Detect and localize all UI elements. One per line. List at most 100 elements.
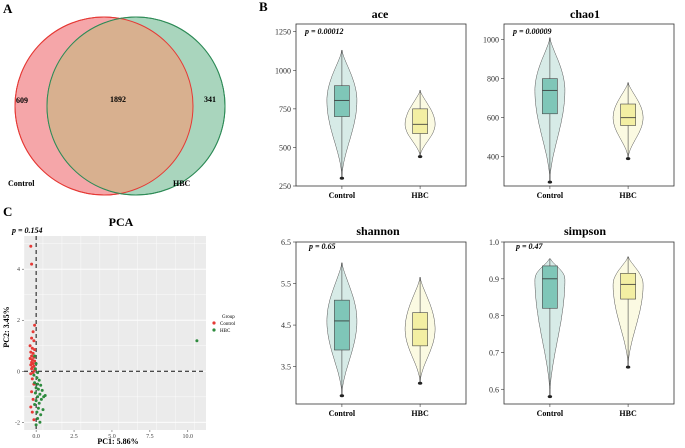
violin-frame [295, 241, 467, 405]
y-tick-label: 3.5 [281, 363, 291, 372]
pca-point-control [28, 357, 32, 360]
pca-point-control [30, 367, 34, 371]
y-tick-label: 600 [487, 114, 499, 123]
pca-point-control [31, 351, 35, 355]
pca-point-hbc [36, 382, 40, 386]
violin-box-hbc [620, 103, 636, 126]
pca-x-tick-label: 7.5 [146, 434, 154, 440]
pca-point-control [31, 362, 35, 366]
violin-title-chao1: chao1 [570, 7, 600, 21]
panel-label-c: C [3, 204, 12, 219]
pca-x-tick-label: 5.0 [108, 434, 116, 440]
pca-point-hbc [32, 373, 36, 377]
venn-label-hbc: HBC [173, 179, 191, 188]
violin-panel-simpson: 0.6 0.7 0.8 0.9 1.0 Control HBC simpson p = 0.47 [489, 224, 675, 418]
pca-y-tick-label: 0 [17, 369, 20, 375]
pca-point-hbc [38, 420, 42, 424]
violin-title-shannon: shannon [356, 224, 400, 238]
violin-panel-ace: 250 500 750 1000 1250 Control HBC ace p = 0.0001… [275, 7, 467, 200]
venn-edge-control [14, 16, 194, 196]
y-tick-label: 0.6 [489, 385, 499, 394]
pca-point-control [29, 405, 33, 409]
pca-point-control [29, 363, 33, 367]
violin-panel-chao1: 400 600 800 1000 Control HBC chao1 p = 0.00009 [483, 7, 675, 200]
y-tick-label: 750 [279, 105, 291, 114]
violin-pvalue-simpson: p = 0.47 [515, 242, 544, 251]
pca-point-control [33, 323, 37, 327]
violin-outlier-control [547, 395, 553, 399]
x-tick-label: HBC [411, 409, 429, 418]
pca-point-hbc [36, 387, 40, 391]
pca-point-control [30, 354, 34, 358]
pca-point-hbc [39, 413, 43, 417]
pca-legend: Group Control HBC [212, 315, 236, 334]
venn-diagram [14, 16, 226, 196]
violin-title-simpson: simpson [564, 224, 606, 238]
x-tick-label: HBC [411, 191, 429, 200]
venn-intersection: 1892 [110, 95, 126, 104]
pca-point-control [28, 344, 32, 348]
violin-title-ace: ace [372, 7, 389, 21]
pca-point-control [30, 377, 34, 381]
violin-outlier-hbc [625, 365, 631, 369]
pca-point-hbc [41, 408, 45, 412]
pca-ylabel: PC2: 3.45% [2, 306, 11, 347]
venn-unique-hbc: 341 [204, 95, 216, 104]
pca-point-control [33, 348, 37, 352]
y-tick-label: 6.5 [281, 238, 291, 247]
pca-point-hbc [37, 378, 41, 382]
pca-point-hbc [195, 339, 199, 343]
pca-x-tick-label: 10.0 [183, 434, 194, 440]
pca-point-hbc [39, 383, 43, 387]
violin-frame [295, 23, 467, 187]
pca-point-hbc [34, 399, 38, 403]
x-tick-label: Control [537, 191, 564, 200]
y-tick-label: 0.7 [489, 348, 499, 357]
x-tick-label: Control [537, 409, 564, 418]
pca-point-hbc [35, 410, 39, 414]
pca-point-hbc [33, 354, 37, 358]
y-tick-label: 0.9 [489, 275, 499, 284]
y-tick-label: 5.5 [281, 280, 291, 289]
violin-outlier-control [339, 176, 345, 180]
pca-legend-control-marker [212, 321, 216, 325]
violin-outlier-hbc [417, 155, 423, 159]
x-tick-label: HBC [619, 191, 637, 200]
violin-outlier-control [547, 180, 553, 184]
x-tick-label: Control [329, 191, 356, 200]
pca-point-control [32, 339, 36, 343]
violin-outlier-hbc [417, 381, 423, 385]
panel-label-b: B [259, 0, 268, 14]
y-tick-label: 1000 [275, 66, 291, 75]
venn-label-control: Control [8, 179, 35, 188]
pca-point-control [30, 358, 34, 362]
pca-point-control [29, 244, 33, 248]
pca-point-hbc [33, 403, 37, 406]
pca-point-hbc [36, 371, 40, 375]
y-tick-label: 1000 [483, 36, 499, 45]
pca-point-control [31, 371, 35, 375]
pca-y-tick-label: -2 [15, 420, 20, 426]
pca-point-hbc [33, 381, 37, 385]
pca-point-hbc [36, 406, 40, 410]
violin-pvalue-shannon: p = 0.65 [308, 242, 336, 251]
violin-pvalue-ace: p = 0.00012 [304, 27, 344, 36]
pca-point-hbc [36, 395, 40, 399]
pca-point-control [30, 336, 34, 340]
pca-point-control [30, 346, 34, 350]
x-tick-label: Control [329, 409, 356, 418]
venn-edge-hbc [46, 16, 226, 196]
violin-outlier-control [339, 394, 345, 398]
pca-y-tick-label: 2 [17, 318, 20, 324]
x-tick-label: HBC [619, 409, 637, 418]
pca-point-hbc [33, 391, 37, 395]
pca-point-control [30, 390, 34, 394]
violin-box-control [334, 299, 350, 351]
pca-point-control [30, 410, 34, 414]
pca-legend-hbc-marker [212, 328, 216, 332]
pca-plot: PC1: 5.86% PC2: 3.45% Group Control HBC … [2, 215, 236, 446]
pca-point-control [29, 350, 33, 354]
pca-legend-control: Control [220, 322, 236, 327]
panel-label-a: A [3, 1, 13, 16]
pca-point-hbc [36, 417, 40, 420]
